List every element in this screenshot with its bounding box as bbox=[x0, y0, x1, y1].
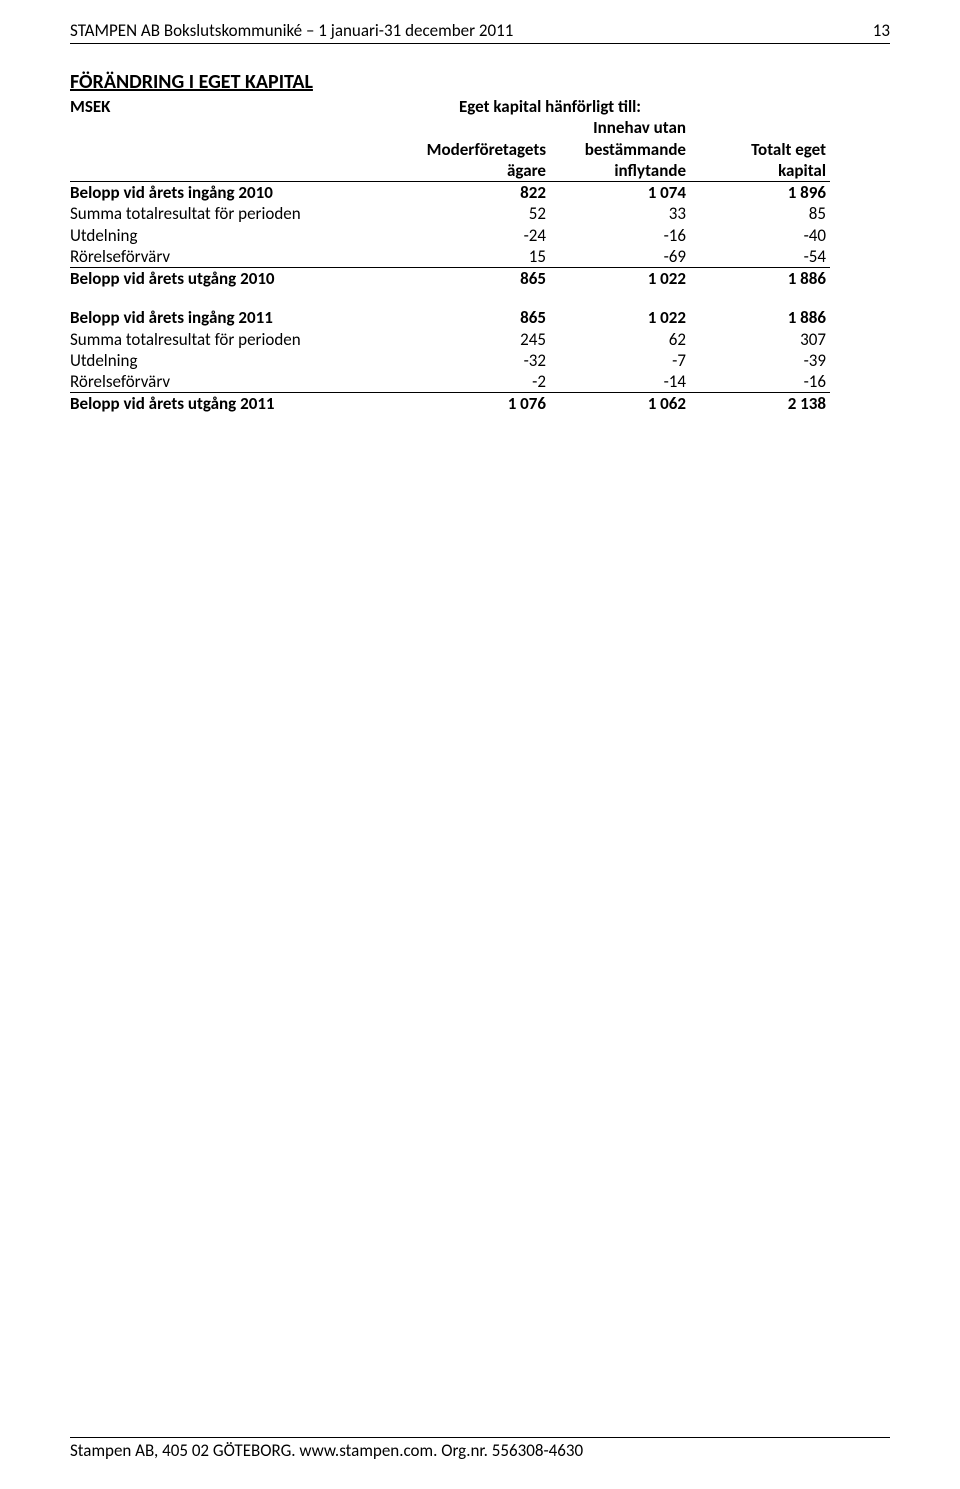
row-c2: 33 bbox=[550, 203, 690, 224]
row-c3: 85 bbox=[690, 203, 830, 224]
empty-header bbox=[690, 96, 830, 117]
row-c1: 822 bbox=[410, 182, 550, 204]
table-header-row-4: ägare inflytande kapital bbox=[70, 160, 830, 182]
page-header: STAMPEN AB Bokslutskommuniké – 1 januari… bbox=[70, 20, 890, 44]
row-c1: 52 bbox=[410, 203, 550, 224]
row-label: Utdelning bbox=[70, 350, 410, 371]
row-c3: -16 bbox=[690, 371, 830, 393]
total1-label: Belopp vid årets utgång 2010 bbox=[70, 268, 410, 290]
col3-line2: kapital bbox=[690, 160, 830, 182]
total1-c1: 865 bbox=[410, 268, 550, 290]
col2-line1: Innehav utan bbox=[550, 117, 690, 138]
table-row: Summa totalresultat för perioden523385 bbox=[70, 203, 830, 224]
table-row: Utdelning-32-7-39 bbox=[70, 350, 830, 371]
table-header-row-3: Moderföretagets bestämmande Totalt eget bbox=[70, 139, 830, 160]
table-row: Rörelseförvärv15-69-54 bbox=[70, 246, 830, 268]
col2-line3: inflytande bbox=[550, 160, 690, 182]
rows-block-1: Belopp vid årets ingång 20108221 0741 89… bbox=[70, 182, 830, 268]
row-c3: -40 bbox=[690, 225, 830, 246]
empty-cell bbox=[70, 160, 410, 182]
table-header-row-1: MSEK Eget kapital hänförligt till: bbox=[70, 96, 830, 117]
row-c2: -69 bbox=[550, 246, 690, 268]
spacer-row bbox=[70, 289, 830, 307]
row-c2: 62 bbox=[550, 329, 690, 350]
total2-label: Belopp vid årets utgång 2011 bbox=[70, 393, 410, 415]
row-c3: -54 bbox=[690, 246, 830, 268]
row-c3: 307 bbox=[690, 329, 830, 350]
col1-line1: Moderföretagets bbox=[410, 139, 550, 160]
table-row: Summa totalresultat för perioden24562307 bbox=[70, 329, 830, 350]
col3-line1: Totalt eget bbox=[690, 139, 830, 160]
row-label: Rörelseförvärv bbox=[70, 371, 410, 393]
table-row: Belopp vid årets ingång 20118651 0221 88… bbox=[70, 307, 830, 328]
row-c1: 865 bbox=[410, 307, 550, 328]
row-label: Summa totalresultat för perioden bbox=[70, 329, 410, 350]
col3-line0 bbox=[690, 117, 830, 138]
header-title: STAMPEN AB Bokslutskommuniké – 1 januari… bbox=[70, 20, 513, 41]
row-c1: 15 bbox=[410, 246, 550, 268]
row-label: Belopp vid årets ingång 2010 bbox=[70, 182, 410, 204]
col1-line1 bbox=[410, 117, 550, 138]
row-label: Belopp vid årets ingång 2011 bbox=[70, 307, 410, 328]
header-page-number: 13 bbox=[873, 20, 890, 41]
total-row-2011: Belopp vid årets utgång 2011 1 076 1 062… bbox=[70, 393, 830, 415]
msek-label: MSEK bbox=[70, 96, 410, 117]
row-label: Rörelseförvärv bbox=[70, 246, 410, 268]
row-c2: -7 bbox=[550, 350, 690, 371]
row-label: Summa totalresultat för perioden bbox=[70, 203, 410, 224]
row-c3: 1 896 bbox=[690, 182, 830, 204]
row-c1: 245 bbox=[410, 329, 550, 350]
page: STAMPEN AB Bokslutskommuniké – 1 januari… bbox=[0, 0, 960, 1489]
empty-cell bbox=[70, 117, 410, 138]
total2-c2: 1 062 bbox=[550, 393, 690, 415]
equity-change-table: MSEK Eget kapital hänförligt till: Inneh… bbox=[70, 96, 830, 415]
row-c3: -39 bbox=[690, 350, 830, 371]
total1-c2: 1 022 bbox=[550, 268, 690, 290]
rows-block-2: Belopp vid årets ingång 20118651 0221 88… bbox=[70, 307, 830, 393]
row-c1: -32 bbox=[410, 350, 550, 371]
row-c2: -14 bbox=[550, 371, 690, 393]
table-row: Belopp vid årets ingång 20108221 0741 89… bbox=[70, 182, 830, 204]
total1-c3: 1 886 bbox=[690, 268, 830, 290]
span-header: Eget kapital hänförligt till: bbox=[410, 96, 690, 117]
row-label: Utdelning bbox=[70, 225, 410, 246]
row-c1: -24 bbox=[410, 225, 550, 246]
section-title: FÖRÄNDRING I EGET KAPITAL bbox=[70, 70, 890, 94]
table-header-row-2: Innehav utan bbox=[70, 117, 830, 138]
total-row-2010: Belopp vid årets utgång 2010 865 1 022 1… bbox=[70, 268, 830, 290]
table-row: Utdelning-24-16-40 bbox=[70, 225, 830, 246]
col1-line2: ägare bbox=[410, 160, 550, 182]
row-c3: 1 886 bbox=[690, 307, 830, 328]
row-c1: -2 bbox=[410, 371, 550, 393]
row-c2: -16 bbox=[550, 225, 690, 246]
empty-cell bbox=[70, 139, 410, 160]
table-row: Rörelseförvärv-2-14-16 bbox=[70, 371, 830, 393]
page-footer: Stampen AB, 405 02 GÖTEBORG. www.stampen… bbox=[70, 1437, 890, 1461]
total2-c1: 1 076 bbox=[410, 393, 550, 415]
row-c2: 1 074 bbox=[550, 182, 690, 204]
total2-c3: 2 138 bbox=[690, 393, 830, 415]
col2-line2: bestämmande bbox=[550, 139, 690, 160]
row-c2: 1 022 bbox=[550, 307, 690, 328]
